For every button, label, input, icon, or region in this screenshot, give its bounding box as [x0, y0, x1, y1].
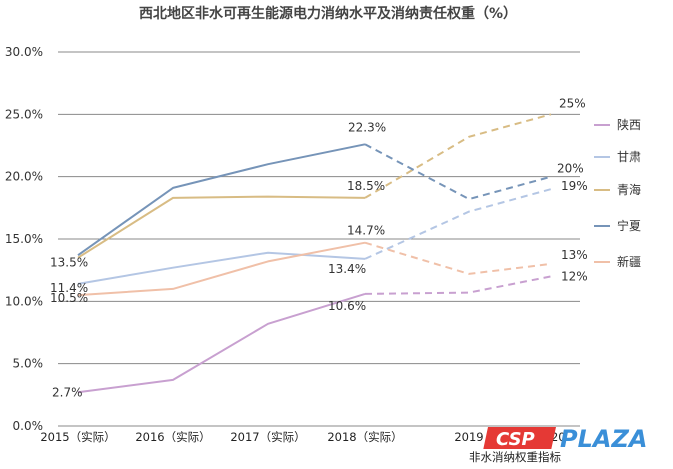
series-line-actual-0 — [77, 292, 366, 394]
data-label: 11.4% — [50, 281, 88, 295]
x-tick-label: 2016（实际） — [135, 430, 210, 444]
legend-item: 陕西 — [594, 117, 641, 132]
data-label: 19% — [561, 179, 588, 193]
series-line-target-4 — [364, 241, 552, 275]
legend-item: 新疆 — [594, 254, 641, 269]
series-line-actual-1 — [77, 251, 366, 285]
legend-label: 甘肃 — [617, 150, 641, 164]
legend-label: 宁夏 — [617, 218, 641, 233]
series-line-actual-4 — [77, 241, 366, 297]
data-label: 25% — [559, 96, 586, 110]
x-tick-label: 2018（实际） — [327, 430, 402, 444]
y-tick-label: 5.0% — [13, 357, 44, 371]
legend-item: 甘肃 — [594, 150, 641, 164]
gridlines — [58, 51, 580, 427]
data-label: 18.5% — [347, 179, 385, 193]
legend-label: 新疆 — [617, 254, 641, 269]
y-tick-label: 15.0% — [5, 232, 43, 246]
y-axis-ticks: 0.0% 5.0% 10.0% 15.0% 20.0% 25.0% 30.0% — [5, 45, 43, 433]
series-line-target-2 — [364, 113, 552, 199]
watermark-logo-icon: CSP — [483, 427, 556, 450]
data-label: 22.3% — [348, 120, 386, 134]
series-lines — [77, 113, 552, 394]
y-tick-label: 20.0% — [5, 170, 43, 184]
series-line-target-0 — [364, 275, 552, 295]
watermark: CSP PLAZA — [483, 425, 647, 453]
x-axis-ticks: 2015（实际）2016（实际）2017（实际）2018（实际）20192020 — [40, 430, 565, 444]
series-line-target-1 — [364, 188, 552, 260]
chart-title: 西北地区非水可再生能源电力消纳水平及消纳责任权重（%） — [139, 5, 517, 22]
data-label: 12% — [561, 269, 588, 283]
series-line-actual-3 — [77, 143, 366, 257]
data-label: 10.5% — [50, 291, 88, 305]
legend-label: 陕西 — [617, 117, 641, 132]
y-tick-label: 0.0% — [13, 419, 44, 433]
data-labels: 2.7% 10.6% 12% 11.4% 13.4% 19% 13.5% 18.5% 25% 22… — [50, 96, 588, 399]
data-label: 13.4% — [328, 262, 366, 276]
data-label: 10.6% — [328, 299, 366, 313]
data-label: 20% — [557, 162, 584, 176]
data-label: 13% — [561, 248, 588, 262]
legend-item: 青海 — [594, 182, 641, 197]
legend-label: 青海 — [617, 182, 641, 197]
x-tick-label: 2017（实际） — [230, 430, 305, 444]
data-label: 13.5% — [50, 256, 88, 270]
watermark-csp-text: CSP — [496, 429, 535, 450]
data-label: 2.7% — [52, 385, 83, 399]
y-tick-label: 10.0% — [5, 294, 43, 308]
legend-item: 宁夏 — [594, 218, 641, 233]
x-tick-label: 2019 — [454, 430, 483, 444]
series-line-actual-2 — [77, 195, 366, 259]
series-line-target-3 — [364, 143, 552, 201]
x-tick-label: 2015（实际） — [40, 430, 115, 444]
watermark-plaza-text: PLAZA — [560, 425, 647, 453]
y-tick-label: 30.0% — [5, 45, 43, 59]
x-group-label: 非水消纳权重指标 — [469, 450, 561, 464]
y-tick-label: 25.0% — [5, 107, 43, 121]
data-label: 14.7% — [347, 224, 385, 238]
